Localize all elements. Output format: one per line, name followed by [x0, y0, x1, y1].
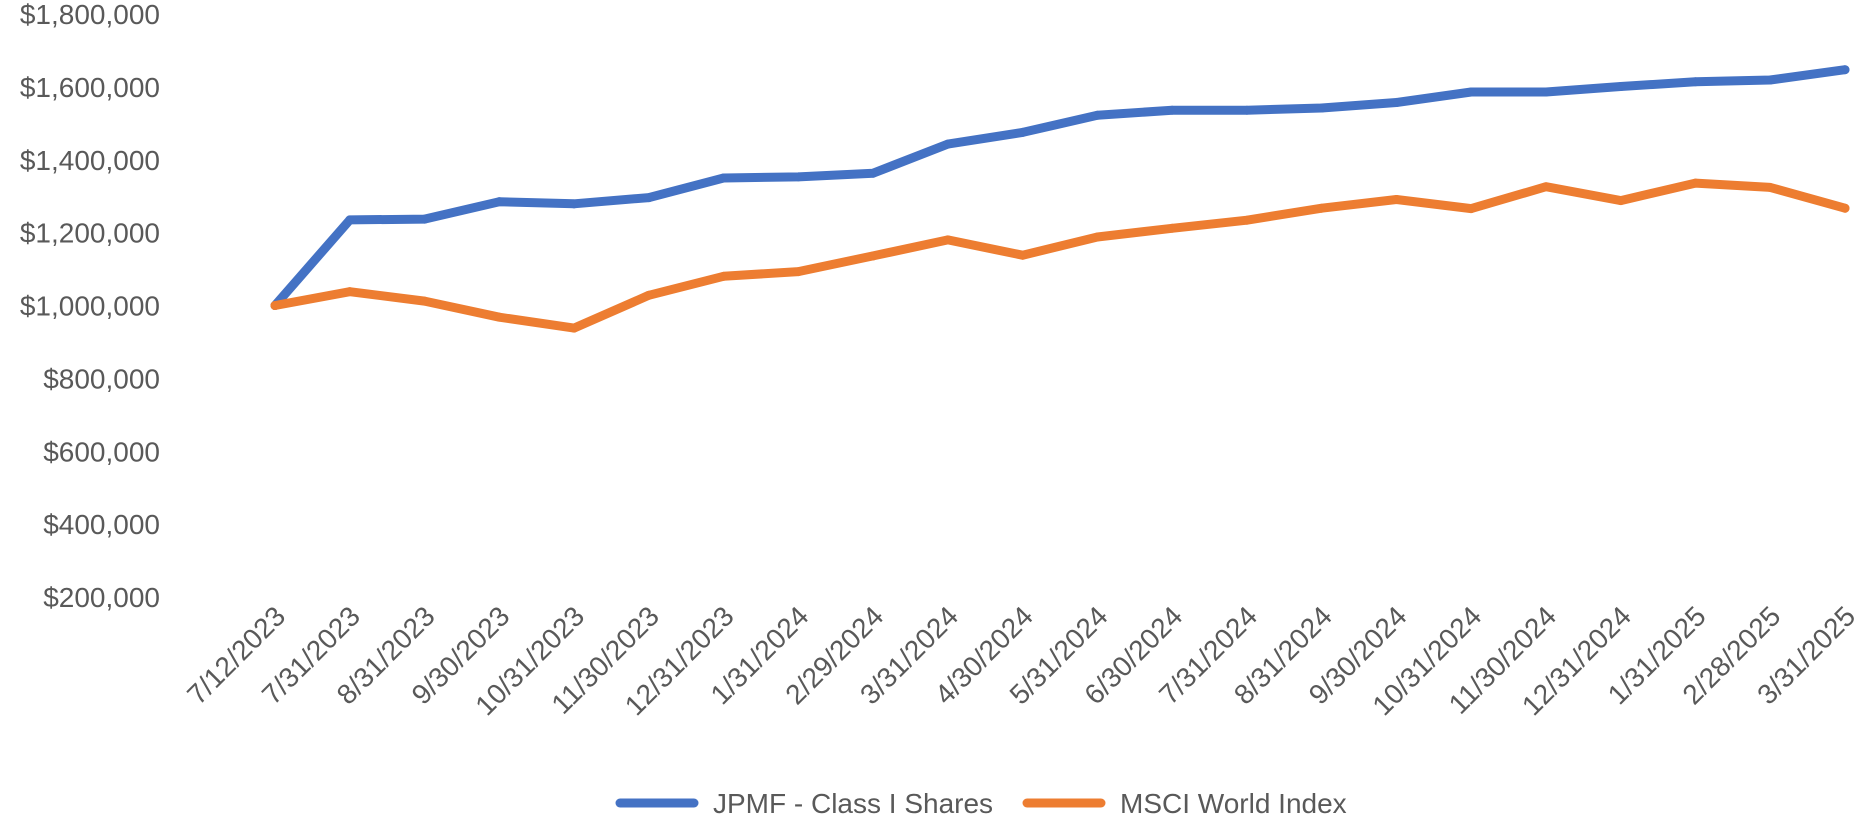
data-point [1317, 203, 1327, 213]
data-point [494, 312, 504, 322]
data-point [1466, 204, 1476, 214]
data-point [345, 215, 355, 225]
data-point [1391, 98, 1401, 108]
data-point [569, 323, 579, 333]
data-point [868, 251, 878, 261]
data-point [1092, 232, 1102, 242]
data-point [420, 296, 430, 306]
data-point [569, 199, 579, 209]
data-point [943, 139, 953, 149]
data-point [644, 193, 654, 203]
y-tick-label: $1,800,000 [20, 0, 160, 30]
y-tick-label: $1,400,000 [20, 145, 160, 176]
data-point [494, 197, 504, 207]
data-point [1242, 215, 1252, 225]
data-point [644, 290, 654, 300]
data-point [1466, 87, 1476, 97]
y-axis: $1,800,000 $1,600,000 $1,400,000 $1,200,000… [20, 0, 160, 613]
y-tick-label: $1,200,000 [20, 218, 160, 249]
data-point [1018, 127, 1028, 137]
data-point [270, 301, 280, 310]
legend-label: MSCI World Index [1120, 788, 1347, 819]
series-line-1 [270, 65, 1850, 310]
data-point [1840, 65, 1850, 75]
y-tick-label: $400,000 [43, 509, 160, 540]
series-line-2 [270, 178, 1850, 333]
legend: JPMF - Class I Shares MSCI World Index [615, 788, 1347, 819]
data-point [719, 173, 729, 183]
data-point [1616, 196, 1626, 206]
legend-label: JPMF - Class I Shares [713, 788, 993, 819]
data-point [793, 172, 803, 182]
y-tick-label: $1,000,000 [20, 291, 160, 322]
y-tick-label: $800,000 [43, 363, 160, 394]
data-point [1242, 105, 1252, 115]
data-point [1018, 250, 1028, 260]
plot-area [270, 65, 1850, 333]
y-tick-label: $600,000 [43, 436, 160, 467]
data-point [793, 267, 803, 277]
data-point [1616, 82, 1626, 92]
data-point [719, 271, 729, 281]
data-point [1690, 77, 1700, 87]
y-tick-label: $1,600,000 [20, 72, 160, 103]
y-tick-label: $200,000 [43, 582, 160, 613]
data-point [1317, 103, 1327, 113]
data-point [1541, 182, 1551, 192]
data-point [1765, 182, 1775, 192]
data-point [1541, 87, 1551, 97]
data-point [1092, 110, 1102, 120]
x-axis: 7/12/20237/31/20238/31/20239/30/202310/3… [181, 600, 1860, 721]
data-point [1391, 194, 1401, 204]
data-point [1167, 223, 1177, 233]
data-point [1690, 178, 1700, 188]
data-point [868, 168, 878, 178]
data-point [345, 287, 355, 297]
data-point [1765, 75, 1775, 85]
data-point [1840, 203, 1850, 213]
data-point [943, 235, 953, 245]
data-point [1167, 105, 1177, 115]
data-point [420, 214, 430, 224]
